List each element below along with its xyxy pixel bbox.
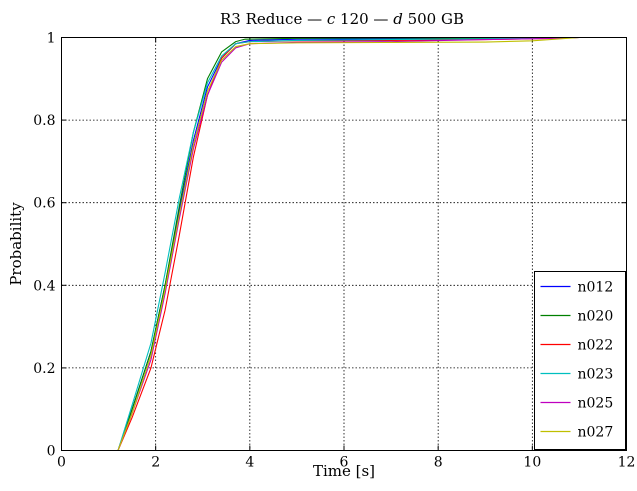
y-tick-label: 1 (47, 31, 56, 47)
x-tick-label: 0 (57, 455, 66, 471)
legend-label-n027: n027 (578, 425, 614, 441)
legend-label-n025: n025 (578, 396, 614, 412)
series-line-n023 (61, 36, 580, 452)
y-axis-label: Probability (7, 202, 25, 286)
legend-label-n020: n020 (578, 309, 614, 325)
title-part: 120 — (335, 10, 393, 28)
chart-title: R3 Reduce — c 120 — d 500 GB (220, 10, 464, 28)
legend-label-n012: n012 (578, 280, 614, 296)
x-axis-label: Time [s] (313, 462, 375, 480)
x-tick-label: 8 (434, 455, 443, 471)
title-part: c (327, 10, 336, 28)
grid-lines (61, 37, 627, 451)
series-line-n027 (61, 36, 580, 452)
series-line-n020 (61, 36, 580, 452)
title-part: d (393, 10, 403, 28)
legend-label-n022: n022 (578, 338, 614, 354)
title-part: 500 GB (403, 10, 464, 28)
plot-frame (61, 37, 627, 451)
y-tick-label: 0.6 (33, 196, 55, 212)
x-tick-label: 4 (245, 455, 254, 471)
series-lines (61, 36, 580, 452)
y-tick-label: 0.4 (33, 278, 55, 294)
y-tick-label: 0.8 (33, 113, 55, 129)
legend-box (534, 271, 626, 450)
legend: n012 n020 n022 n023 n025 n027 (534, 271, 626, 450)
x-tick-label: 12 (618, 455, 636, 471)
x-tick-label: 6 (340, 455, 349, 471)
y-tick-label: 0.2 (33, 361, 55, 377)
x-tick-label: 2 (151, 455, 160, 471)
x-tick-label: 10 (523, 455, 541, 471)
series-line-n025 (61, 36, 580, 452)
legend-label-n023: n023 (578, 367, 614, 383)
y-tick-label: 0 (47, 444, 56, 460)
title-part: R3 Reduce — (220, 10, 327, 28)
